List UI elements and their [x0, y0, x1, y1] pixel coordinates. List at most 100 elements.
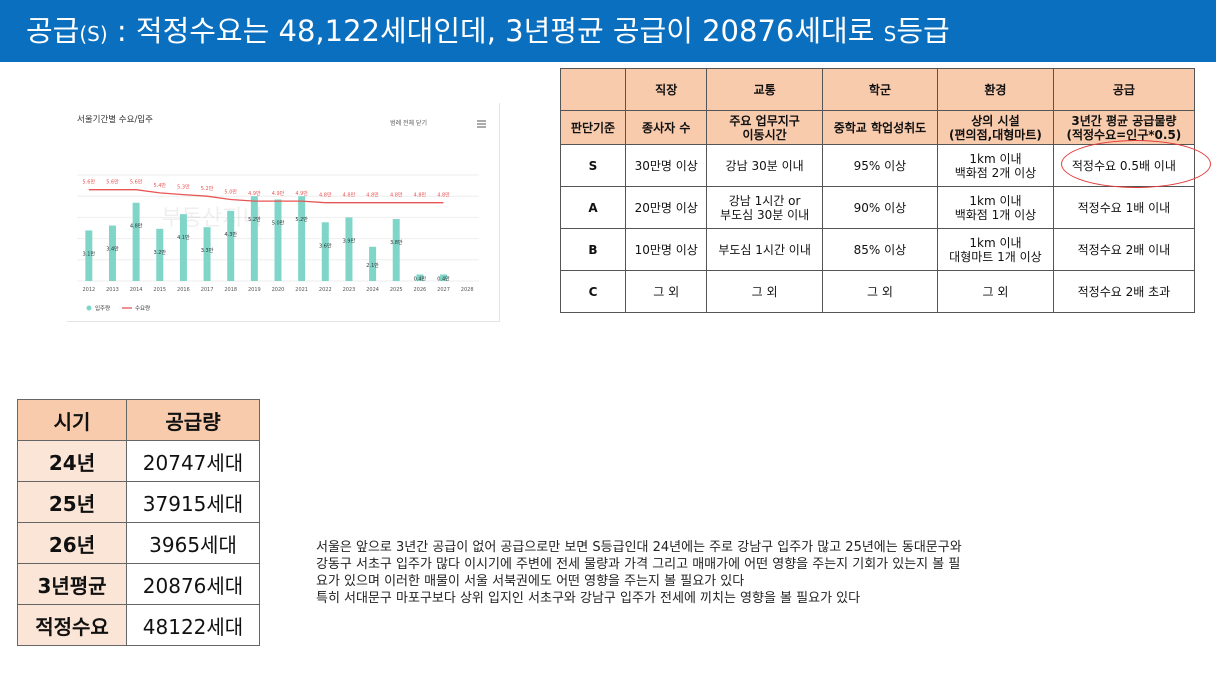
criteria-cell: 적정수요 1배 이내: [1052, 186, 1196, 229]
supply-bar: [203, 227, 211, 281]
supply-row: 24년 20747세대: [17, 440, 260, 482]
criteria-subheader: 종사자 수: [624, 110, 708, 145]
criteria-cell: 20만명 이상: [624, 186, 708, 229]
criteria-subheader: 판단기준: [560, 110, 626, 145]
criteria-cell: 그 외: [821, 270, 939, 313]
x-tick-label: 2017: [201, 287, 214, 293]
demand-point-label: 5.6만: [83, 179, 96, 186]
supply-amount: 48122세대: [126, 604, 260, 646]
x-tick-label: 2021: [295, 287, 308, 293]
x-tick-label: 2013: [106, 287, 119, 293]
supply-bar-label: 0.4만: [414, 276, 427, 283]
demand-point-label: 4.8만: [343, 192, 356, 199]
supply-demand-chart: 서울기간별 수요/입주 범례 전체 닫기 부동산지니 3.1만 2012 3.4만 2013…: [67, 103, 500, 322]
supply-bar: [250, 196, 258, 281]
grade-cell: A: [560, 186, 626, 229]
grade-cell: C: [560, 270, 626, 313]
x-tick-label: 2016: [177, 287, 190, 293]
supply-period: 적정수요: [17, 604, 127, 646]
supply-bar-label: 4.3만: [224, 231, 237, 238]
watermark: 부동산지니: [161, 206, 262, 231]
x-tick-label: 2012: [82, 287, 95, 293]
supply-bar: [440, 274, 448, 281]
supply-bar: [392, 219, 400, 281]
supply-bar: [369, 246, 377, 281]
supply-period: 26년: [17, 522, 127, 564]
supply-bar-label: 4.1만: [177, 234, 190, 241]
supply-bar-label: 5.0만: [272, 219, 285, 226]
legend-supply-marker: [86, 305, 92, 311]
criteria-cell: 10만명 이상: [624, 228, 708, 271]
demand-point-label: 4.9만: [295, 190, 308, 197]
supply-amount: 20747세대: [126, 440, 260, 482]
supply-bar-label: 3.1만: [83, 250, 96, 257]
criteria-header: 공급: [1052, 68, 1196, 111]
title-grade: S: [883, 22, 897, 46]
supply-period: 25년: [17, 481, 127, 523]
commentary-line: 강동구 서초구 입주가 많다 이시기에 주변에 전세 물량과 가격 그리고 매매…: [316, 557, 961, 572]
criteria-subheader: 주요 업무지구 이동시간: [706, 110, 823, 145]
criteria-cell: 그 외: [706, 270, 823, 313]
criteria-cell: 1km 이내 대형마트 1개 이상: [937, 228, 1054, 271]
x-tick-label: 2028: [461, 287, 474, 293]
demand-point-label: 4.8만: [437, 192, 450, 199]
criteria-cell: 강남 30분 이내: [706, 144, 823, 187]
supply-bar-label: 3.6만: [319, 242, 332, 249]
x-tick-label: 2026: [414, 287, 427, 293]
commentary-line: 서울은 앞으로 3년간 공급이 없어 공급으로만 보면 S등급인대 24년에는 …: [316, 540, 962, 555]
supply-period: 3년평균: [17, 563, 127, 605]
supply-header-amount: 공급량: [126, 399, 260, 441]
demand-point-label: 5.0만: [224, 188, 237, 195]
supply-row: 26년 3965세대: [17, 522, 260, 564]
highlight-circle: [1061, 140, 1211, 188]
supply-row: 적정수요 48122세대: [17, 604, 260, 646]
criteria-cell: 강남 1시간 or 부도심 30분 이내: [706, 186, 823, 229]
commentary-line: 요가 있으며 이러한 매물이 서울 서북권에도 어떤 영향을 주는지 볼 필요가…: [316, 574, 745, 589]
criteria-cell: 85% 이상: [821, 228, 939, 271]
title-part-3: 등급: [896, 14, 950, 48]
x-tick-label: 2019: [248, 287, 261, 293]
supply-bar-label: 3.2만: [153, 249, 166, 256]
criteria-cell: 1km 이내 백화점 1개 이상: [937, 186, 1054, 229]
legend-demand-label: 수요량: [135, 305, 150, 312]
criteria-cell: 30만명 이상: [624, 144, 708, 187]
criteria-header: 환경: [937, 68, 1054, 111]
x-tick-label: 2022: [319, 287, 332, 293]
demand-point-label: 5.3만: [177, 184, 190, 191]
x-tick-label: 2023: [343, 287, 356, 293]
x-tick-label: 2020: [272, 287, 285, 293]
supply-bar: [179, 214, 187, 281]
criteria-subheader: 중학교 학업성취도: [821, 110, 939, 145]
page-title: 공급(S) : 적정수요는 48,122세대인데, 3년평균 공급이 20876…: [0, 0, 1216, 62]
demand-point-label: 5.6만: [106, 179, 119, 186]
chart-title: 서울기간별 수요/입주: [77, 114, 153, 125]
criteria-row: B 10만명 이상 부도심 1시간 이내 85% 이상 1km 이내 대형마트 1개 이…: [560, 228, 1196, 271]
demand-point-label: 4.8만: [319, 192, 332, 199]
demand-point-label: 5.4만: [153, 182, 166, 189]
demand-point-label: 4.8만: [366, 192, 379, 199]
criteria-cell: 1km 이내 백화점 2개 이상: [937, 144, 1054, 187]
supply-bar-label: 5.2만: [295, 216, 308, 223]
title-part-2: : 적정수요는 48,122세대인데, 3년평균 공급이 20876세대로: [107, 14, 884, 48]
commentary-line: 특히 서대문구 마포구보다 상위 입지인 서초구와 강남구 입주가 전세에 끼치…: [316, 591, 861, 606]
legend-toggle-button[interactable]: 범례 전체 닫기: [390, 119, 427, 127]
criteria-cell: 적정수요 2배 초과: [1052, 270, 1196, 313]
criteria-header: [560, 68, 626, 111]
supply-bar-label: 4.8만: [130, 223, 143, 230]
demand-point-label: 4.9만: [248, 190, 261, 197]
legend-supply-label: 입주량: [95, 304, 110, 312]
supply-bar: [274, 199, 282, 281]
supply-bar: [156, 228, 164, 281]
supply-bar: [345, 217, 353, 281]
supply-bar: [108, 225, 116, 281]
supply-amount: 3965세대: [126, 522, 260, 564]
criteria-header: 교통: [706, 68, 823, 111]
demand-point-label: 4.9만: [272, 190, 285, 197]
demand-point-label: 4.8만: [390, 192, 403, 199]
criteria-subheader: 3년간 평균 공급물량 (적정수요=인구*0.5): [1052, 110, 1196, 145]
supply-row: 3년평균 20876세대: [17, 563, 260, 605]
supply-bar: [85, 230, 93, 281]
criteria-header: 직장: [624, 68, 708, 111]
